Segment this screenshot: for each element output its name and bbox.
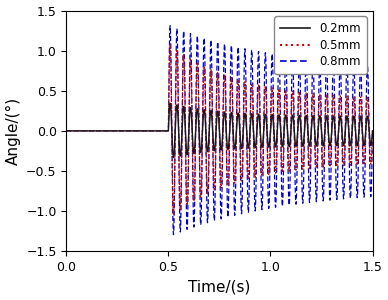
0.2mm bbox=[137, 129, 141, 133]
0.8mm bbox=[64, 129, 69, 133]
Y-axis label: Angle/(°): Angle/(°) bbox=[5, 97, 21, 165]
0.5mm bbox=[201, 70, 206, 74]
0.2mm bbox=[64, 129, 69, 133]
0.5mm bbox=[171, 213, 176, 217]
0.5mm bbox=[139, 129, 143, 133]
0.8mm bbox=[171, 233, 176, 236]
0.8mm bbox=[201, 45, 206, 49]
0.8mm bbox=[180, 145, 184, 148]
0.2mm bbox=[180, 133, 184, 136]
Line: 0.2mm: 0.2mm bbox=[66, 103, 372, 158]
0.5mm bbox=[168, 42, 172, 46]
0.8mm bbox=[168, 24, 172, 28]
0.5mm bbox=[180, 141, 184, 145]
X-axis label: Time/(s): Time/(s) bbox=[188, 279, 251, 294]
Legend: 0.2mm, 0.5mm, 0.8mm: 0.2mm, 0.5mm, 0.8mm bbox=[274, 16, 367, 74]
0.5mm bbox=[135, 129, 140, 133]
Line: 0.5mm: 0.5mm bbox=[66, 44, 372, 215]
Line: 0.8mm: 0.8mm bbox=[66, 26, 372, 235]
0.5mm bbox=[368, 157, 372, 160]
0.2mm bbox=[139, 129, 143, 133]
0.8mm bbox=[370, 129, 375, 133]
0.2mm bbox=[168, 101, 172, 105]
0.8mm bbox=[135, 129, 140, 133]
0.5mm bbox=[137, 129, 141, 133]
0.2mm bbox=[201, 110, 206, 113]
0.8mm bbox=[137, 129, 141, 133]
0.2mm bbox=[370, 129, 375, 133]
0.5mm bbox=[64, 129, 69, 133]
0.8mm bbox=[139, 129, 143, 133]
0.2mm bbox=[135, 129, 140, 133]
0.2mm bbox=[171, 156, 176, 159]
0.2mm bbox=[368, 141, 372, 145]
0.8mm bbox=[368, 184, 372, 187]
0.5mm bbox=[370, 129, 375, 133]
